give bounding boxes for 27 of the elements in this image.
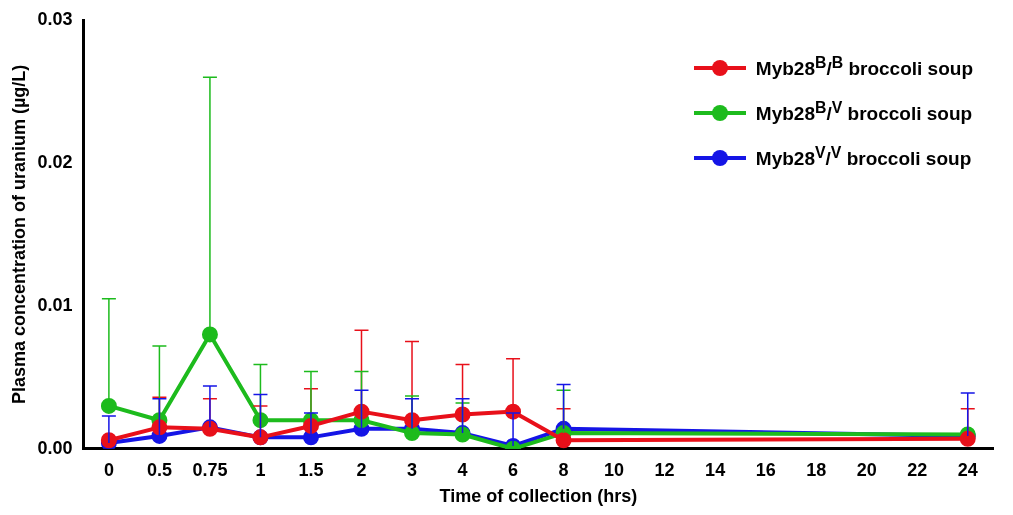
x-tick-label: 2 bbox=[356, 459, 367, 480]
x-tick-label: 1 bbox=[255, 459, 266, 480]
x-tick-label: 10 bbox=[604, 459, 625, 480]
x-tick-label: 1.5 bbox=[298, 459, 324, 480]
y-tick-label: 0.03 bbox=[37, 8, 73, 29]
x-tick-label: 20 bbox=[856, 459, 877, 480]
x-tick-label: 0.5 bbox=[146, 459, 172, 480]
y-tick-label: 0.01 bbox=[37, 294, 73, 315]
y-tick-label: 0.00 bbox=[37, 437, 73, 458]
x-tick-label: 24 bbox=[957, 459, 978, 480]
legend-label: Myb28$^{B}$/$^{V}$ broccoli soup bbox=[755, 99, 973, 126]
y-axis-title: Plasma concentration of uranium (µg/L) bbox=[8, 64, 29, 405]
legend-label: Myb28$^{V}$/$^{V}$ broccoli soup bbox=[755, 144, 972, 171]
x-tick-label: 0 bbox=[103, 459, 114, 480]
x-tick-label: 18 bbox=[806, 459, 827, 480]
y-tick-label: 0.02 bbox=[37, 151, 73, 172]
x-tick-label: 12 bbox=[654, 459, 675, 480]
x-tick-label: 3 bbox=[407, 459, 418, 480]
x-tick-label: 14 bbox=[705, 459, 726, 480]
legend-label: Myb28$^{B}$/$^{B}$ broccoli soup bbox=[755, 54, 973, 81]
x-tick-label: 6 bbox=[508, 459, 519, 480]
x-tick-label: 4 bbox=[457, 459, 468, 480]
x-tick-label: 0.75 bbox=[192, 459, 228, 480]
x-axis-title: Time of collection (hrs) bbox=[439, 486, 638, 507]
x-tick-label: 8 bbox=[558, 459, 569, 480]
x-tick-label: 16 bbox=[755, 459, 776, 480]
x-tick-label: 22 bbox=[907, 459, 928, 480]
